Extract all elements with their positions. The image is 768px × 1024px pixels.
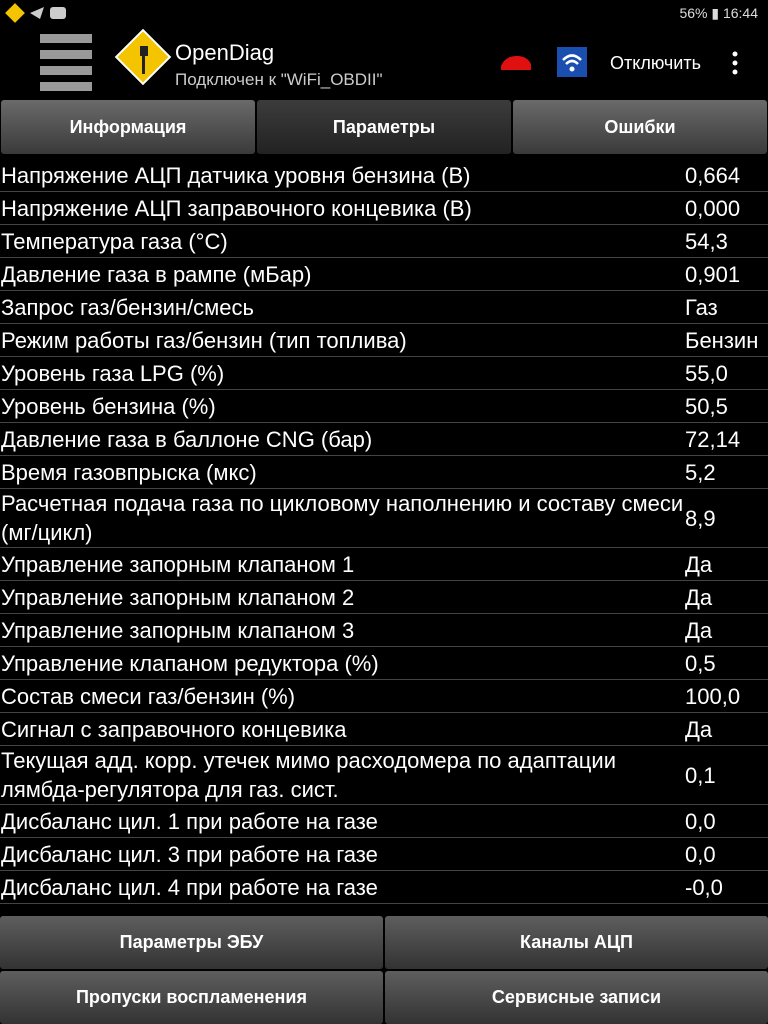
parameter-name: Текущая адд. корр. утечек мимо расходоме… [1,748,616,802]
parameter-name: Управление запорным клапаном 3 [1,617,355,643]
parameter-name: Управление клапаном редуктора (%) [1,650,379,676]
parameter-name: Режим работы газ/бензин (тип топлива) [1,327,407,353]
bottom-buttons: Параметры ЭБУ Каналы АЦП Пропуски воспламе… [0,916,768,1024]
parameter-value: 50,5 [685,393,728,419]
toolbar-icons [501,47,587,77]
disconnect-button[interactable]: Отключить [610,53,701,73]
status-right: 56% ▮ 16:44 [679,5,758,21]
parameter-row: Давление газа в баллоне CNG (бар) 72,14 [0,423,768,456]
nav-button[interactable]: Каналы АЦП [385,916,768,969]
parameter-name: Время газовпрыска (мкс) [1,459,257,485]
parameter-name: Расчетная подача газа по цикловому напол… [1,491,684,545]
parameter-value: 55,0 [685,360,728,386]
tab[interactable]: Информация [1,100,255,154]
parameter-name: Дисбаланс цил. 3 при работе на газе [1,841,378,867]
parameter-name: Дисбаланс цил. 1 при работе на газе [1,808,378,834]
tab[interactable]: Ошибки [513,100,767,154]
parameter-value: Да [685,617,713,643]
parameter-list: Напряжение АЦП датчика уровня бензина (В… [0,159,768,915]
parameter-name: Напряжение АЦП датчика уровня бензина (В… [1,162,471,188]
parameter-value: 0,901 [685,261,741,287]
parameter-value: 8,9 [685,505,716,531]
parameter-row: Напряжение АЦП датчика уровня бензина (В… [0,159,768,192]
parameter-row: Расчетная подача газа по цикловому напол… [0,489,768,548]
parameter-row: Давление газа в рампе (мБар) 0,901 [0,258,768,291]
parameter-name: Напряжение АЦП заправочного концевика (В… [1,195,472,221]
parameter-row: Дисбаланс цил. 4 при работе на газе -0,0 [0,871,768,904]
parameter-row: Текущая адд. корр. утечек мимо расходоме… [0,746,768,805]
parameter-value: 0,664 [685,162,741,188]
parameter-row: Управление запорным клапаном 2 Да [0,581,768,614]
app-bar: OpenDiag Подключен к "WiFi_OBDII" Отключ… [0,26,768,100]
parameter-name: Запрос газ/бензин/смесь [1,294,254,320]
parameter-name: Температура газа (°C) [1,228,228,254]
nav-button[interactable]: Параметры ЭБУ [0,916,383,969]
parameter-value: Да [685,584,713,610]
nav-button[interactable]: Пропуски воспламенения [0,971,383,1024]
parameter-row: Управление клапаном редуктора (%) 0,5 [0,647,768,680]
parameter-name: Давление газа в рампе (мБар) [1,261,312,287]
parameter-row: Состав смеси газ/бензин (%) 100,0 [0,680,768,713]
parameter-value: Да [685,551,713,577]
parameter-value: 0,0 [685,808,716,834]
overflow-menu[interactable] [730,49,740,79]
parameter-name: Уровень газа LPG (%) [1,360,225,386]
parameter-row: Дисбаланс цил. 3 при работе на газе 0,0 [0,838,768,871]
tab[interactable]: Параметры [257,100,511,154]
app-title: OpenDiag [175,40,275,65]
battery: 56% [679,5,708,21]
clock: 16:44 [722,5,758,21]
connection-status: Подключен к "WiFi_OBDII" [175,70,383,89]
parameter-value: 0,000 [685,195,741,221]
parameter-name: Состав смеси газ/бензин (%) [1,683,296,709]
parameter-value: Газ [685,294,718,320]
parameter-name: Управление запорным клапаном 2 [1,584,355,610]
parameter-row: Время газовпрыска (мкс) 5,2 [0,456,768,489]
tab-bar: Информация Параметры Ошибки [0,100,768,154]
parameter-row: Сигнал с заправочного концевика Да [0,713,768,746]
parameter-value: -0,0 [685,874,723,900]
parameter-name: Управление запорным клапаном 1 [1,551,355,577]
app-icons [40,28,172,91]
status-bar: 56% ▮ 16:44 [0,0,768,26]
parameter-name: Сигнал с заправочного концевика [1,716,347,742]
parameter-row: Управление запорным клапаном 3 Да [0,614,768,647]
parameter-value: Да [685,716,713,742]
parameter-value: 54,3 [685,228,728,254]
menu-icon[interactable] [40,34,92,91]
parameter-row: Режим работы газ/бензин (тип топлива) Бен… [0,324,768,357]
parameter-name: Уровень бензина (%) [1,393,216,419]
parameter-value: 72,14 [685,426,741,452]
parameter-row: Дисбаланс цил. 1 при работе на газе 0,0 [0,805,768,838]
parameter-row: Уровень газа LPG (%) 55,0 [0,357,768,390]
parameter-row: Управление запорным клапаном 1 Да [0,548,768,581]
parameter-row: Температура газа (°C) 54,3 [0,225,768,258]
parameter-value: 5,2 [685,459,716,485]
parameter-row: Напряжение АЦП заправочного концевика (В… [0,192,768,225]
parameter-row: Уровень бензина (%) 50,5 [0,390,768,423]
parameter-value: 0,0 [685,841,716,867]
parameter-value: 0,5 [685,650,716,676]
parameter-row: Запрос газ/бензин/смесь Газ [0,291,768,324]
parameter-value: 100,0 [685,683,741,709]
parameter-value: Бензин [685,327,759,353]
parameter-value: 0,1 [685,762,716,788]
parameter-name: Давление газа в баллоне CNG (бар) [1,426,373,452]
parameter-name: Дисбаланс цил. 4 при работе на газе [1,874,378,900]
nav-button[interactable]: Сервисные записи [385,971,768,1024]
notification-icons [5,3,66,23]
